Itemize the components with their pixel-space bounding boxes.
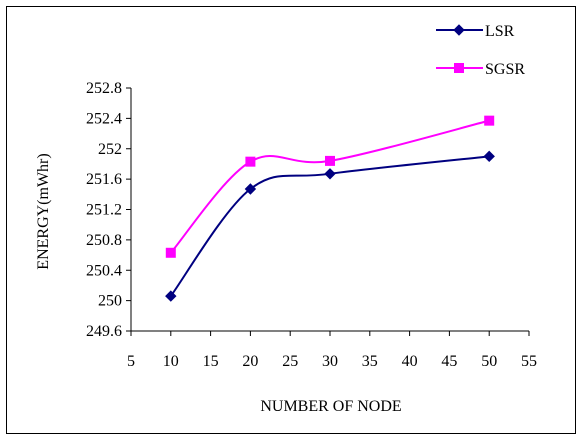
data-point-sgsr — [484, 115, 495, 126]
series-line-sgsr — [170, 119, 490, 254]
data-point-sgsr — [165, 247, 176, 258]
y-tick-label: 249.6 — [86, 323, 122, 340]
x-tick-label: 5 — [127, 353, 135, 370]
x-tick-label: 40 — [402, 353, 418, 370]
y-axis-title: ENERGY(mWhr) — [35, 153, 52, 269]
legend-label-sgsr: SGSR — [485, 61, 525, 78]
y-tick-label: 251.6 — [86, 171, 122, 188]
chart-frame — [6, 6, 576, 434]
x-tick-label: 15 — [203, 353, 219, 370]
y-tick-label: 252.8 — [86, 80, 122, 97]
y-tick-label: 250.4 — [86, 262, 122, 279]
y-tick-label: 250.8 — [86, 232, 122, 249]
x-tick-label: 25 — [282, 353, 298, 370]
x-tick-label: 45 — [441, 353, 457, 370]
data-point-lsr — [483, 150, 495, 163]
x-tick-label: 30 — [322, 353, 338, 370]
data-point-lsr — [165, 290, 177, 302]
y-tick-label: 251.2 — [86, 202, 122, 219]
series-line-lsr — [169, 155, 490, 297]
legend: LSR SGSR — [436, 23, 525, 78]
data-point-sgsr — [325, 155, 335, 166]
data-point-lsr — [324, 168, 336, 180]
x-tick-label: 50 — [481, 353, 497, 370]
legend-label-lsr: LSR — [485, 23, 515, 40]
legend-marker-sgsr — [454, 63, 464, 73]
x-axis-title: NUMBER OF NODE — [260, 398, 401, 415]
y-tick-label: 250 — [98, 293, 122, 310]
y-tick-label: 252 — [98, 141, 122, 158]
x-tick-label: 10 — [163, 353, 179, 370]
plot-area — [165, 115, 495, 302]
x-tick-label: 35 — [362, 353, 378, 370]
data-point-sgsr — [245, 156, 256, 167]
y-tick-label: 252.4 — [86, 110, 122, 127]
legend-marker-lsr — [453, 24, 465, 36]
data-point-lsr — [244, 183, 257, 195]
x-tick-label: 55 — [521, 353, 537, 370]
axes: 249.6 250 250.4 250.8 251.2 251.6 252 252.4 252.… — [86, 80, 537, 370]
x-tick-label: 20 — [242, 353, 258, 370]
